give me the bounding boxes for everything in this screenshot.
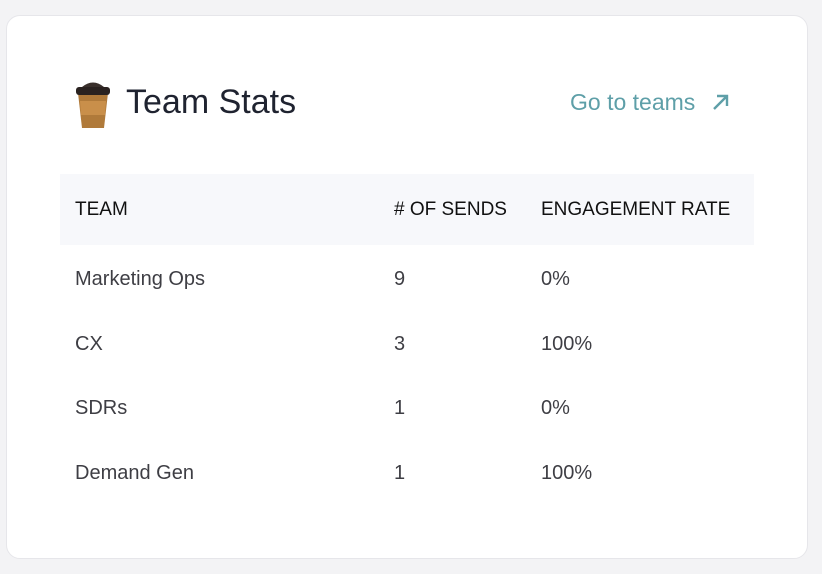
table-cell: 0% [541, 397, 570, 419]
team-stats-card [6, 15, 808, 559]
table-cell: 1 [394, 461, 406, 484]
table-cell: 1 [394, 397, 406, 419]
column-header: ENGAGEMENT RATE [541, 199, 731, 220]
table-cell: Marketing Ops [75, 268, 206, 290]
table-cell: 100% [541, 332, 593, 355]
table-cell: 100% [541, 461, 593, 484]
table-cell: CX [75, 332, 103, 355]
table-header [60, 174, 754, 245]
arrow-icon [712, 94, 728, 110]
table-cell: 3 [394, 332, 406, 355]
go-to-teams-link[interactable]: Go to teams [570, 88, 732, 116]
table-cell: SDRs [75, 397, 128, 419]
table-cell: 9 [394, 268, 406, 290]
table-cell: Demand Gen [75, 461, 194, 484]
card-title: Team Stats [126, 83, 297, 121]
coffee-icon [76, 82, 110, 128]
link-text: Go to teams [570, 89, 696, 115]
column-header: # OF SENDS [394, 199, 507, 220]
table-cell: 0% [541, 268, 570, 290]
column-header: TEAM [75, 199, 128, 220]
